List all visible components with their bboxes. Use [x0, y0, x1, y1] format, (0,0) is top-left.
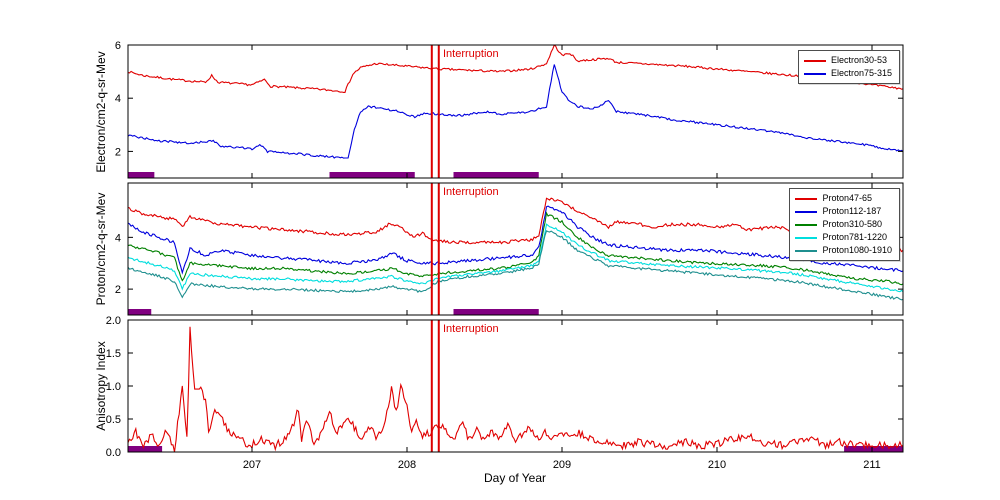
data-gap-bar — [128, 172, 155, 178]
legend-line-sample — [803, 59, 826, 62]
data-gap-bar — [329, 172, 415, 178]
legend-entry: Proton112-187 — [795, 205, 892, 218]
y-tick-label: 6 — [115, 40, 121, 52]
legend-entry: Electron30-53 — [803, 54, 892, 67]
y-tick-label: 0.5 — [106, 414, 121, 426]
legend-proton: Proton47-65 Proton112-187 Proton310-580 Pro… — [789, 188, 900, 261]
legend-label: Electron75-315 — [830, 68, 892, 78]
data-gap-bar — [453, 172, 539, 178]
legend-label: Proton47-65 — [822, 193, 872, 203]
series-Electron75-315 — [128, 64, 903, 159]
legend-entry: Proton47-65 — [795, 192, 892, 205]
panel-frame — [127, 44, 904, 179]
series-Proton310-580 — [128, 211, 903, 286]
legend-line-sample — [803, 72, 826, 75]
series-Proton781-1220 — [128, 223, 903, 293]
legend-line-sample — [795, 223, 818, 226]
data-gap-bar — [844, 446, 903, 452]
x-tick-label: 207 — [243, 459, 261, 471]
data-gap-bar — [128, 446, 163, 452]
y-tick-label: 2 — [115, 284, 121, 296]
x-tick-label: 208 — [398, 459, 416, 471]
legend-line-sample — [795, 236, 818, 239]
y-tick-label: 4 — [115, 232, 121, 244]
series-Electron30-53 — [128, 45, 903, 93]
y-tick-label: 1.0 — [106, 381, 121, 393]
series-Proton112-187 — [128, 205, 903, 275]
legend-electron: Electron30-53 Electron75-315 — [797, 50, 900, 84]
legend-label: Electron30-53 — [830, 55, 887, 65]
legend-label: Proton1080-1910 — [822, 245, 892, 255]
x-tick-label: 210 — [708, 459, 726, 471]
panel-frame — [127, 182, 904, 316]
legend-label: Proton781-1220 — [822, 232, 887, 242]
legend-line-sample — [795, 197, 818, 200]
legend-line-sample — [795, 249, 818, 252]
y-tick-label: 1.5 — [106, 348, 121, 360]
ylabel-electron-flux: Electron/cm2-q-sr-Mev — [94, 51, 108, 173]
interruption-annotation-middle: Interruption — [443, 186, 499, 198]
series-Proton47-65 — [128, 197, 903, 253]
legend-label: Proton310-580 — [822, 219, 882, 229]
legend-line-sample — [795, 210, 818, 213]
series-Proton1080-1910 — [128, 230, 903, 301]
legend-entry: Proton1080-1910 — [795, 244, 892, 257]
y-tick-label: 0.0 — [106, 447, 121, 459]
ylabel-anisotropy-index: Anisotropy Index — [94, 341, 108, 431]
xlabel-day-of-year: Day of Year — [483, 471, 547, 485]
x-tick-label: 209 — [553, 459, 571, 471]
interruption-annotation-bottom: Interruption — [443, 323, 499, 335]
y-tick-label: 2.0 — [106, 315, 121, 327]
y-tick-label: 4 — [115, 93, 121, 105]
legend-entry: Electron75-315 — [803, 67, 892, 80]
series-AnisotropyIndex — [128, 326, 903, 452]
ylabel-proton-flux: Proton/cm2-q-sr-Mev — [94, 192, 108, 306]
data-gap-bar — [128, 309, 152, 315]
y-tick-label: 2 — [115, 146, 121, 158]
panel-frame — [127, 319, 904, 453]
legend-entry: Proton310-580 — [795, 218, 892, 231]
legend-entry: Proton781-1220 — [795, 231, 892, 244]
x-tick-label: 211 — [863, 459, 881, 471]
data-gap-bar — [453, 309, 539, 315]
legend-label: Proton112-187 — [822, 206, 882, 216]
interruption-annotation-top: Interruption — [443, 48, 499, 60]
